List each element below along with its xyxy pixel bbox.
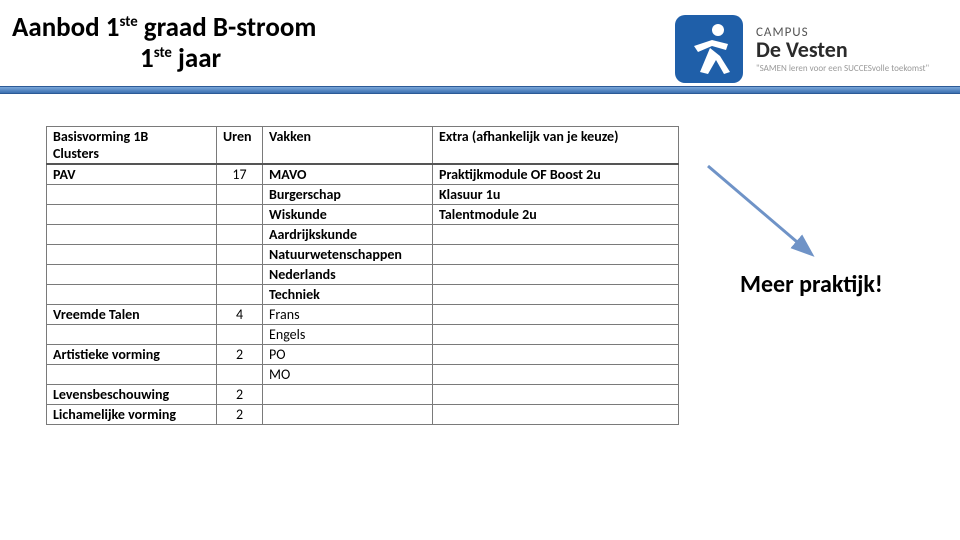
cell-cluster (47, 325, 217, 345)
cell-vak: Wiskunde (263, 205, 433, 225)
th-uren: Uren (217, 127, 263, 165)
table-row: Techniek (47, 285, 679, 305)
cell-uren (217, 185, 263, 205)
cell-uren (217, 325, 263, 345)
cell-uren (217, 225, 263, 245)
cell-uren: 17 (217, 164, 263, 185)
cell-extra: Klasuur 1u (433, 185, 679, 205)
cell-vak: Engels (263, 325, 433, 345)
th-cluster-l1: Basisvorming 1B (53, 128, 148, 145)
cell-extra (433, 265, 679, 285)
table-row: MO (47, 365, 679, 385)
cell-extra: Talentmodule 2u (433, 205, 679, 225)
school-logo: CAMPUS De Vesten "SAMEN leren voor een S… (672, 6, 942, 92)
cell-extra (433, 305, 679, 325)
logo-tagline: "SAMEN leren voor een SUCCESvolle toekom… (756, 64, 929, 73)
cell-uren: 2 (217, 345, 263, 365)
cell-extra (433, 405, 679, 425)
table-row: PAV17MAVOPraktijkmodule OF Boost 2u (47, 164, 679, 185)
cell-uren: 2 (217, 385, 263, 405)
table-row: WiskundeTalentmodule 2u (47, 205, 679, 225)
table-row: Nederlands (47, 265, 679, 285)
title-line-1: Aanbod 1ste graad B-stroom (12, 12, 316, 43)
cell-extra (433, 245, 679, 265)
cell-cluster (47, 225, 217, 245)
title1-sup: ste (119, 12, 137, 30)
table-row: Vreemde Talen4Frans (47, 305, 679, 325)
title1-post: graad B-stroom (138, 11, 317, 44)
cell-extra (433, 345, 679, 365)
cell-extra (433, 285, 679, 305)
cell-extra (433, 365, 679, 385)
table-row: Lichamelijke vorming2 (47, 405, 679, 425)
cell-vak: MO (263, 365, 433, 385)
cell-cluster (47, 205, 217, 225)
th-vakken: Vakken (263, 127, 433, 165)
cell-cluster: Levensbeschouwing (47, 385, 217, 405)
cell-extra (433, 225, 679, 245)
cell-cluster (47, 285, 217, 305)
cell-vak (263, 405, 433, 425)
cell-cluster (47, 185, 217, 205)
title-line-2: 1ste jaar (12, 43, 316, 74)
title2-sup: ste (154, 43, 172, 61)
cell-cluster: Lichamelijke vorming (47, 405, 217, 425)
cell-vak: PO (263, 345, 433, 365)
curriculum-table-wrap: Basisvorming 1B Clusters Uren Vakken Ext… (46, 126, 679, 425)
cell-extra: Praktijkmodule OF Boost 2u (433, 164, 679, 185)
cell-vak: Frans (263, 305, 433, 325)
cell-cluster (47, 365, 217, 385)
table-row: BurgerschapKlasuur 1u (47, 185, 679, 205)
cell-vak (263, 385, 433, 405)
th-cluster: Basisvorming 1B Clusters (47, 127, 217, 165)
callout-text: Meer praktijk! (740, 270, 883, 299)
cell-cluster: PAV (47, 164, 217, 185)
cell-cluster: Artistieke vorming (47, 345, 217, 365)
table-row: Artistieke vorming2PO (47, 345, 679, 365)
cell-vak: Aardrijkskunde (263, 225, 433, 245)
cell-uren (217, 265, 263, 285)
cell-uren (217, 365, 263, 385)
cell-uren (217, 205, 263, 225)
cell-vak: MAVO (263, 164, 433, 185)
title2-pre: 1 (140, 42, 154, 75)
table-body: PAV17MAVOPraktijkmodule OF Boost 2uBurge… (47, 164, 679, 425)
curriculum-table: Basisvorming 1B Clusters Uren Vakken Ext… (46, 126, 679, 425)
table-row: Levensbeschouwing2 (47, 385, 679, 405)
cell-cluster (47, 245, 217, 265)
title2-post: jaar (172, 42, 221, 75)
title1-pre: Aanbod 1 (12, 11, 119, 44)
cell-extra (433, 385, 679, 405)
logo-name: De Vesten (756, 39, 929, 61)
th-extra: Extra (afhankelijk van je keuze) (433, 127, 679, 165)
slide-title: Aanbod 1ste graad B-stroom 1ste jaar (12, 12, 316, 74)
cell-uren (217, 245, 263, 265)
cell-uren: 2 (217, 405, 263, 425)
logo-text: CAMPUS De Vesten "SAMEN leren voor een S… (756, 26, 929, 73)
th-cluster-l2: Clusters (53, 145, 99, 162)
cell-vak: Burgerschap (263, 185, 433, 205)
arrow-icon (700, 158, 840, 268)
table-row: Engels (47, 325, 679, 345)
cell-uren: 4 (217, 305, 263, 325)
table-header-row: Basisvorming 1B Clusters Uren Vakken Ext… (47, 127, 679, 165)
table-row: Aardrijkskunde (47, 225, 679, 245)
table-row: Natuurwetenschappen (47, 245, 679, 265)
cell-uren (217, 285, 263, 305)
logo-mark (672, 12, 746, 86)
cell-extra (433, 325, 679, 345)
cell-vak: Natuurwetenschappen (263, 245, 433, 265)
cell-cluster: Vreemde Talen (47, 305, 217, 325)
cell-vak: Nederlands (263, 265, 433, 285)
cell-cluster (47, 265, 217, 285)
cell-vak: Techniek (263, 285, 433, 305)
